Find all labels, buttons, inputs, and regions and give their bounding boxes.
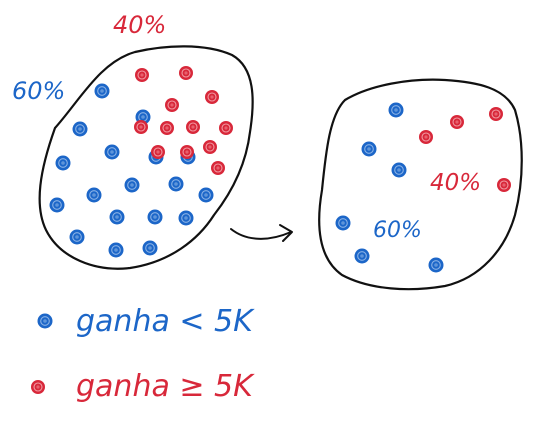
- red-dot: [133, 119, 149, 135]
- red-dot: [418, 129, 434, 145]
- sample-blue-dots: [334, 101, 445, 274]
- red-dot: [185, 119, 201, 135]
- red-dot: [202, 139, 218, 155]
- legend: ganha < 5K ganha ≥ 5K: [30, 304, 255, 404]
- population-blob: [38, 45, 254, 270]
- sample-red-percent-label: 40%: [430, 170, 481, 196]
- red-dot: [449, 114, 465, 130]
- blue-dot: [334, 214, 352, 232]
- red-dot: [134, 67, 150, 83]
- blue-dot: [353, 247, 371, 265]
- sample-blue-percent-label: 60%: [373, 218, 422, 243]
- legend-blue-swatch: [36, 312, 54, 330]
- blue-dot: [85, 186, 103, 204]
- red-dot: [150, 144, 166, 160]
- legend-red-label: ganha ≥ 5K: [76, 369, 255, 404]
- blue-dot: [54, 154, 72, 172]
- blue-dot: [68, 228, 86, 246]
- red-dot: [179, 144, 195, 160]
- legend-blue-label: ganha < 5K: [76, 304, 255, 339]
- red-dot: [488, 106, 504, 122]
- blue-dot: [197, 186, 215, 204]
- population-blue-percent-label: 60%: [12, 77, 65, 105]
- blue-dot: [146, 208, 164, 226]
- blue-dot: [108, 208, 126, 226]
- blue-dot: [167, 175, 185, 193]
- sample-blob: [318, 78, 523, 291]
- red-dot: [164, 97, 180, 113]
- population-red-percent-label: 40%: [113, 11, 166, 39]
- red-dot: [159, 120, 175, 136]
- blue-dot: [103, 143, 121, 161]
- curved-arrow-right-icon: [230, 224, 293, 242]
- blue-dot: [427, 256, 445, 274]
- blue-dot: [387, 101, 405, 119]
- red-dot: [210, 160, 226, 176]
- blue-dot: [360, 140, 378, 158]
- blue-dot: [123, 176, 141, 194]
- red-dot: [204, 89, 220, 105]
- blue-dot: [177, 209, 195, 227]
- blue-dot: [93, 82, 111, 100]
- population-blue-dots: [48, 82, 215, 259]
- blue-dot: [71, 120, 89, 138]
- blue-dot: [390, 161, 408, 179]
- red-dot: [218, 120, 234, 136]
- red-dot: [496, 177, 512, 193]
- blue-dot: [107, 241, 125, 259]
- red-dot: [178, 65, 194, 81]
- legend-red-swatch: [30, 379, 46, 395]
- blue-dot: [141, 239, 159, 257]
- blue-dot: [48, 196, 66, 214]
